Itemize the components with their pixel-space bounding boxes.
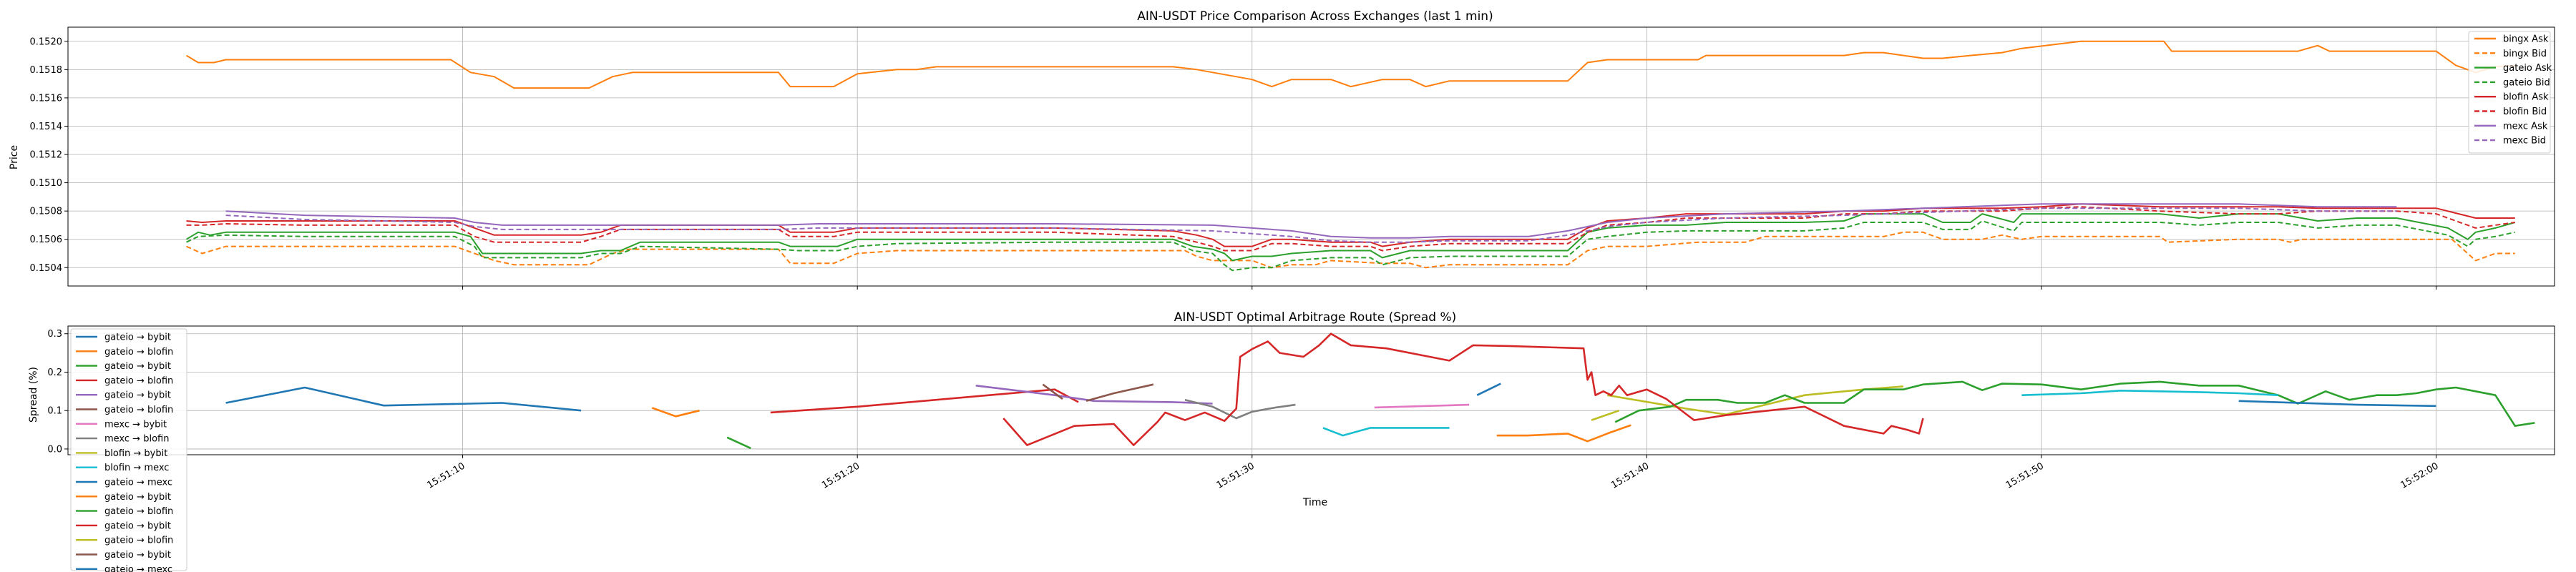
price-y-tick-label: 0.1512 <box>30 150 63 161</box>
spread-legend-label: gateio → blofin <box>104 405 173 415</box>
spread-legend-label: gateio → mexc <box>104 478 172 488</box>
price-series-line <box>225 203 2397 239</box>
spread-legend-label: gateio → blofin <box>104 506 173 517</box>
spread-legend-label: blofin → bybit <box>104 448 167 459</box>
spread-legend-label: mexc → blofin <box>104 434 169 445</box>
price-legend-label: blofin Bid <box>2503 107 2547 117</box>
spread-series-line <box>770 388 1079 414</box>
spread-series-line <box>975 385 1213 405</box>
price-y-tick-label: 0.1506 <box>30 235 63 245</box>
price-legend-label: bingx Ask <box>2503 34 2549 45</box>
price-legend-label: blofin Ask <box>2503 92 2549 103</box>
price-series-line <box>186 231 2515 269</box>
price-y-ticks: 0.1504 0.1506 0.1508 0.1510 0.1512 0.1514 0.15… <box>30 36 68 274</box>
price-legend-label: mexc Ask <box>2503 121 2548 132</box>
spread-legend-label: gateio → blofin <box>104 536 173 546</box>
spread-series-line <box>1591 409 1620 421</box>
price-legend-label: gateio Bid <box>2503 77 2550 88</box>
spread-legend: gateio → bybit gateio → blofin gateio → by… <box>70 328 187 572</box>
price-y-tick-label: 0.1520 <box>30 36 63 47</box>
spread-series-line <box>1002 332 1924 446</box>
spread-legend-label: gateio → blofin <box>104 375 173 386</box>
spread-series-line <box>1614 380 2535 427</box>
spread-series-line <box>1322 427 1450 437</box>
spread-series-line <box>1476 383 1501 396</box>
price-grid <box>68 27 2555 286</box>
spread-y-ticks: 0.0 0.1 0.2 0.3 <box>47 329 68 455</box>
spread-y-tick-label: 0.0 <box>47 444 62 455</box>
spread-series-line <box>651 407 700 418</box>
spread-legend-label: gateio → bybit <box>104 361 171 372</box>
price-legend-box <box>2468 31 2551 154</box>
price-y-tick-label: 0.1508 <box>30 207 63 217</box>
price-legend: bingx Ask bingx Bid gateio Ask gateio Bid bl… <box>2468 31 2552 154</box>
spread-legend-label: gateio → bybit <box>104 521 171 531</box>
spread-legend-label: blofin → mexc <box>104 463 169 473</box>
price-legend-label: bingx Bid <box>2503 49 2547 59</box>
spread-axes-frame <box>67 325 2555 455</box>
price-y-tick-label: 0.1516 <box>30 93 63 104</box>
spread-legend-label: gateio → bybit <box>104 332 171 343</box>
price-series-line <box>185 213 2516 262</box>
spread-legend-label: gateio → blofin <box>104 347 173 358</box>
price-axes-frame <box>67 26 2555 287</box>
spread-series-line <box>225 386 582 412</box>
spread-series-line <box>726 436 751 450</box>
spread-series-line <box>1085 383 1154 403</box>
spread-series-line <box>1184 398 1296 420</box>
spread-x-axis-label: Time <box>1302 497 1327 508</box>
spread-series-line <box>1042 383 1063 400</box>
spread-series-line <box>1374 403 1470 409</box>
price-y-tick-label: 0.1514 <box>30 122 63 132</box>
price-y-tick-label: 0.1510 <box>30 178 63 189</box>
spread-chart-title: AIN-USDT Optimal Arbitrage Route (Spread… <box>1174 310 1457 325</box>
spread-legend-label: mexc → bybit <box>104 419 167 430</box>
price-y-tick-label: 0.1504 <box>30 263 63 274</box>
spread-y-tick-label: 0.3 <box>47 329 62 340</box>
price-legend-label: mexc Bid <box>2503 136 2546 147</box>
price-y-axis-label: Price <box>9 145 20 169</box>
spread-legend-label: gateio → mexc <box>104 564 172 572</box>
price-series-line <box>186 220 2516 272</box>
price-chart-title: AIN-USDT Price Comparison Across Exchang… <box>1137 9 1493 24</box>
spread-legend-box <box>70 328 187 571</box>
spread-series-line <box>1496 424 1631 443</box>
price-x-ticks <box>462 286 2437 290</box>
spread-y-tick-label: 0.2 <box>47 368 62 378</box>
spread-grid <box>68 326 2555 455</box>
spread-legend-label: gateio → bybit <box>104 390 171 401</box>
price-comparison-panel: AIN-USDT Price Comparison Across Exchang… <box>9 9 2555 290</box>
spread-series-line <box>2021 390 2278 396</box>
spread-series <box>225 332 2535 450</box>
price-series-line <box>185 40 2515 89</box>
spread-legend-label: gateio → bybit <box>104 550 171 561</box>
spread-series-line <box>2238 400 2436 408</box>
price-series <box>185 40 2516 272</box>
price-series-line <box>225 207 2397 243</box>
spread-y-axis-label: Spread (%) <box>28 367 39 423</box>
spread-y-tick-label: 0.1 <box>47 406 62 417</box>
price-y-tick-label: 0.1518 <box>30 65 63 76</box>
price-legend-label: gateio Ask <box>2503 63 2552 74</box>
spread-legend-label: gateio → bybit <box>104 492 171 503</box>
